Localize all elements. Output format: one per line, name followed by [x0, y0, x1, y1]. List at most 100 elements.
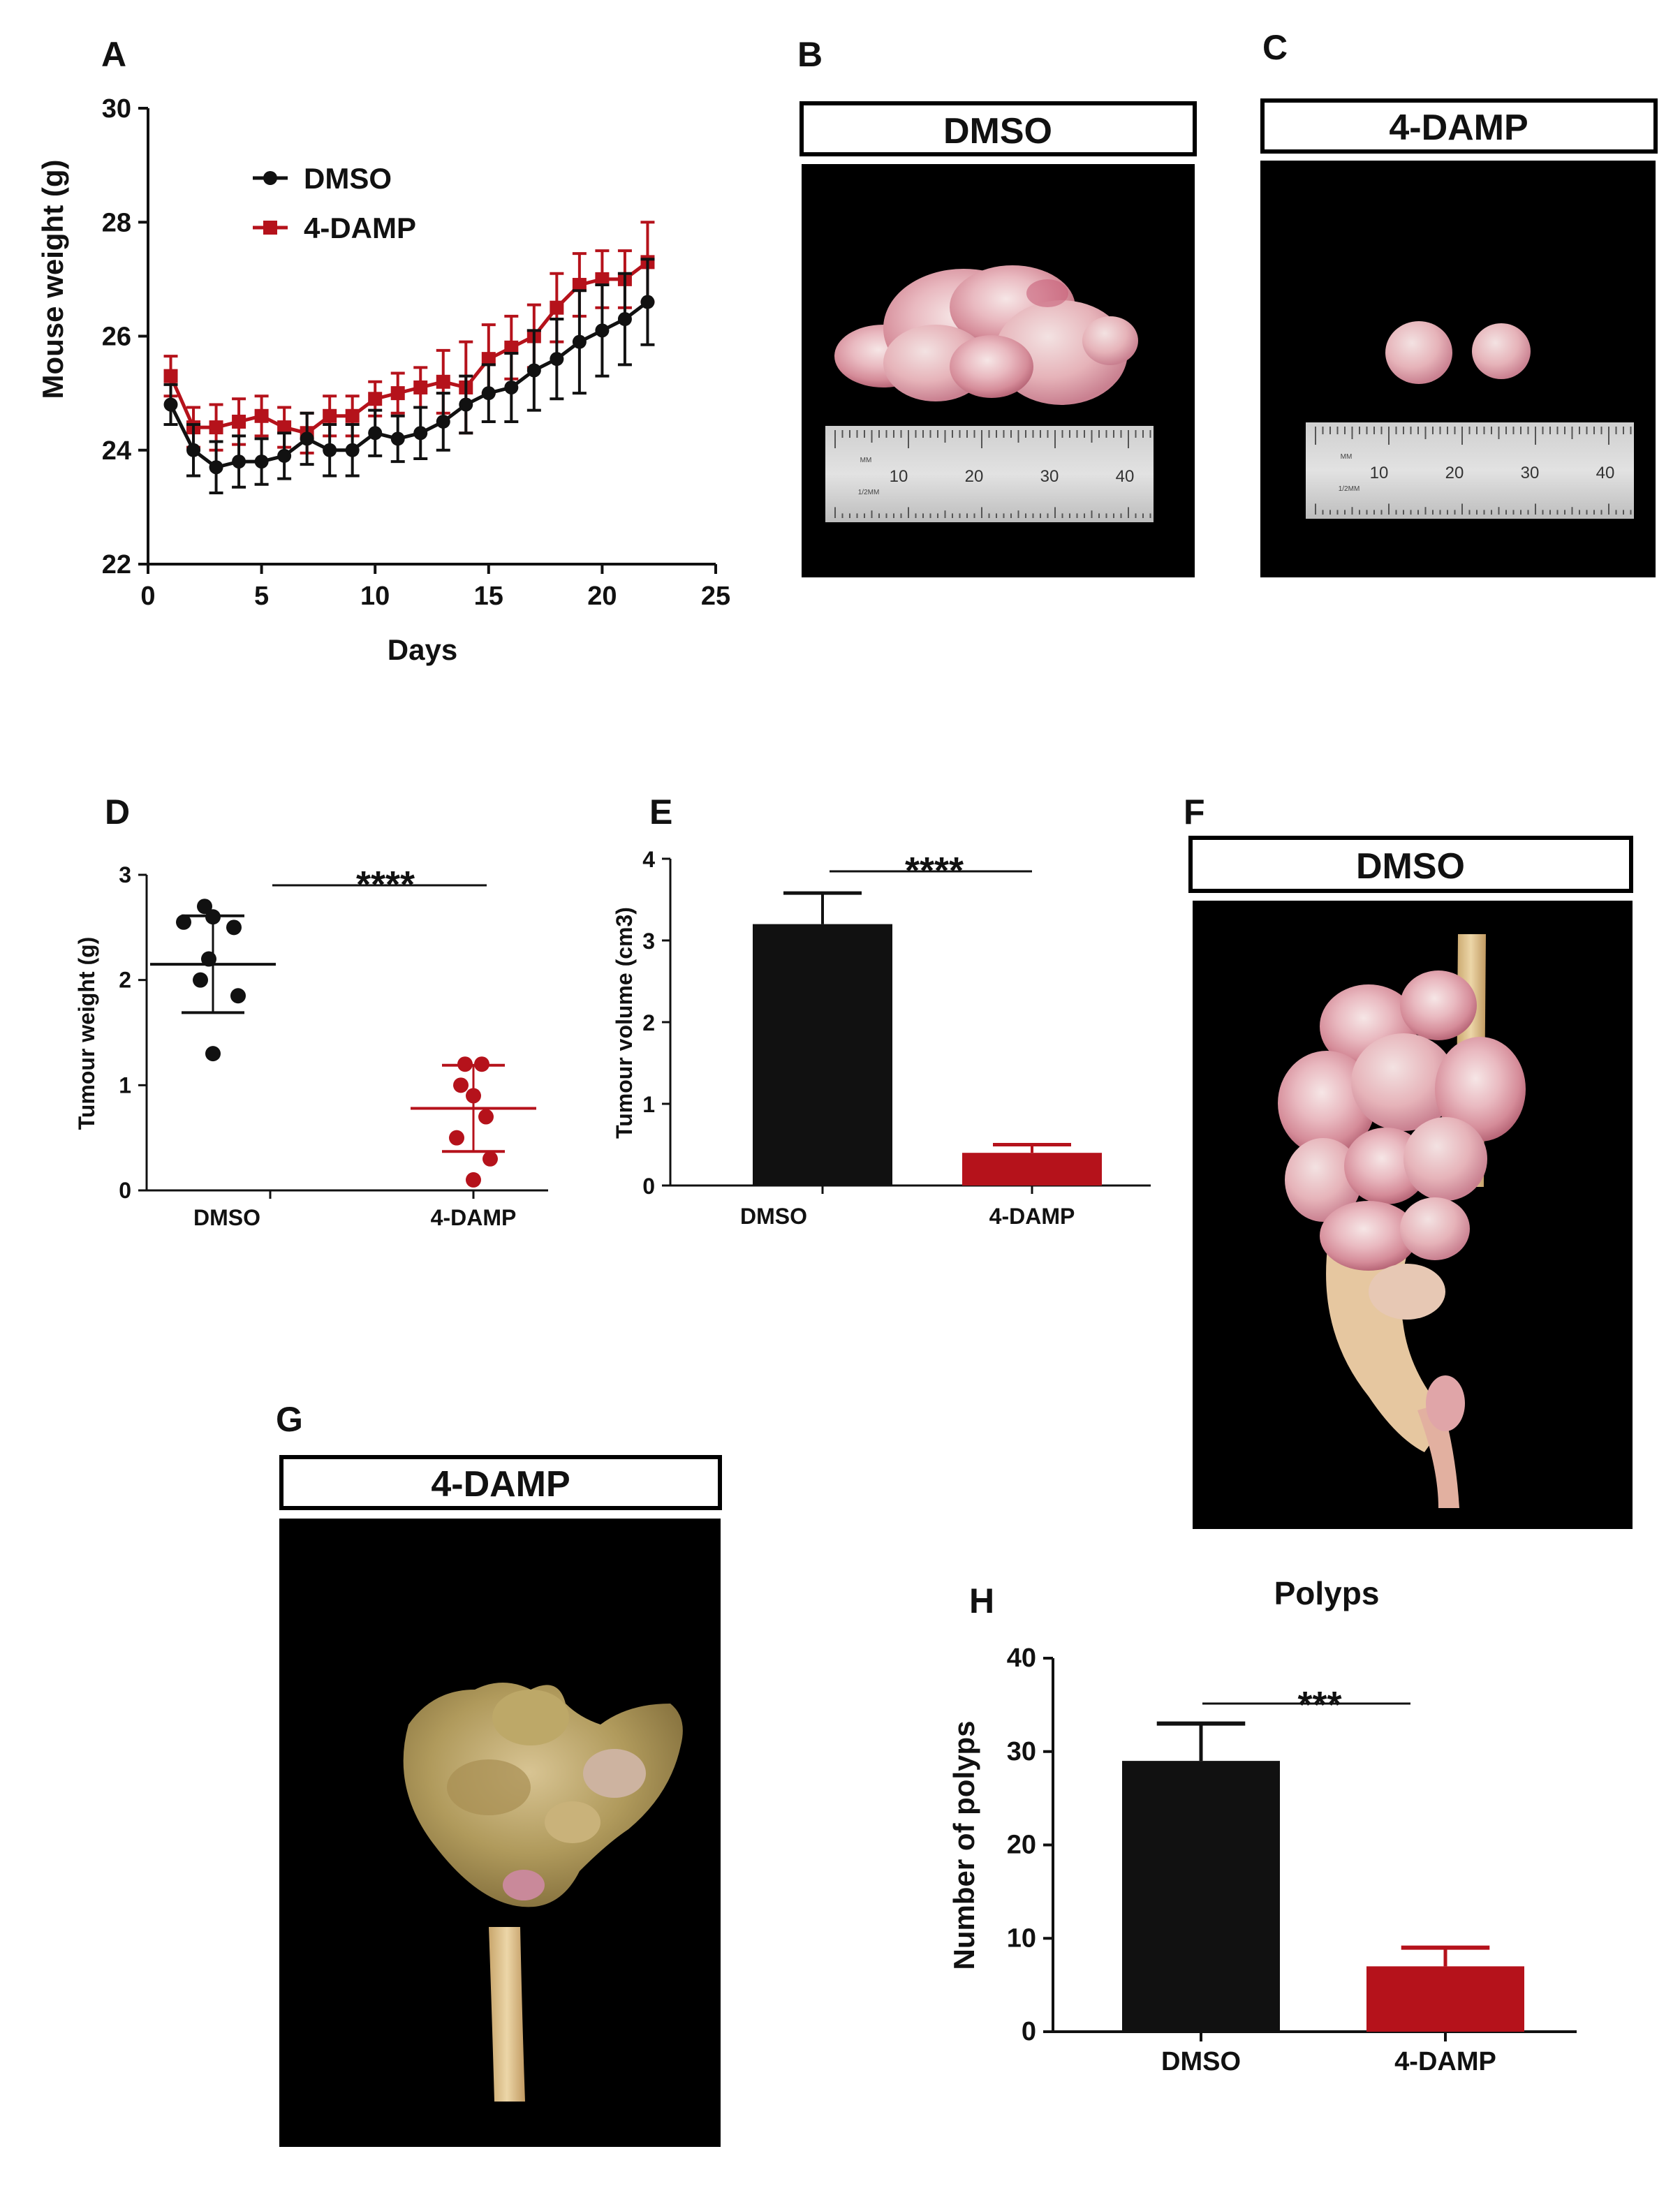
chart-e-ytick-label: 1 [642, 1092, 655, 1117]
chart-d-point-4damp [449, 1130, 464, 1146]
tumour-4damp-image [1385, 321, 1531, 384]
chart-d-xtick-label: DMSO [193, 1205, 260, 1230]
chart-a-xtick-label: 5 [254, 582, 269, 611]
ruler-mark-label: 40 [1116, 467, 1135, 486]
chart-a-xtick-label: 25 [701, 582, 730, 611]
photo-b-header: DMSO [943, 111, 1052, 152]
panel-label-f: F [1184, 792, 1205, 832]
chart-a-point-4damp [345, 408, 360, 423]
chart-a-xtick-label: 20 [587, 582, 617, 611]
chart-a-xtick-label: 15 [474, 582, 503, 611]
photo-c-4damp-tumour: 4-DAMP 10 20 30 40 MM 1/2MM [1260, 98, 1658, 577]
chart-d-ytick-label: 1 [119, 1072, 131, 1098]
chart-a-point-dmso [617, 312, 632, 327]
chart-a-point-dmso [209, 460, 223, 475]
panel-label-a: A [101, 35, 126, 74]
chart-h-ytick-label: 0 [1022, 2017, 1036, 2046]
chart-a-point-dmso [481, 386, 496, 401]
chart-a-point-dmso [232, 455, 246, 469]
chart-a-point-4damp [254, 408, 269, 423]
chart-h-ytick-label: 10 [1007, 1923, 1036, 1953]
legend-dmso-marker [263, 171, 277, 185]
chart-a-point-dmso [526, 363, 541, 378]
chart-a-point-dmso [572, 334, 587, 349]
ruler-c: 10 20 30 40 MM 1/2MM [1306, 422, 1634, 519]
chart-a-point-4damp [595, 272, 610, 286]
photo-f-header: DMSO [1356, 846, 1465, 887]
chart-e-xtick-label: 4-DAMP [989, 1204, 1075, 1229]
photo-g-4damp-colon: 4-DAMP [279, 1455, 722, 2147]
chart-a-ytick-label: 30 [102, 94, 131, 124]
panel-label-h: H [969, 1581, 994, 1620]
chart-e-ytick-label: 0 [642, 1174, 655, 1199]
chart-d-point-4damp [474, 1056, 489, 1072]
chart-a-point-dmso [300, 431, 314, 446]
chart-a-ytick-label: 24 [102, 436, 131, 466]
legend-4damp-marker [263, 221, 277, 235]
chart-e-bar-dmso [753, 924, 892, 1186]
chart-a-point-4damp [277, 420, 292, 435]
chart-a-point-dmso [186, 443, 201, 457]
chart-a-point-dmso [345, 443, 360, 457]
chart-h-sig-stars: *** [1297, 1684, 1341, 1726]
chart-d-point-4damp [478, 1109, 494, 1125]
chart-a-line-dmso [169, 300, 649, 469]
chart-h-xtick-label: 4-DAMP [1394, 2047, 1496, 2076]
chart-d-point-dmso [176, 914, 191, 930]
chart-e-tumour-volume: 0 1 2 3 4 DMSO 4-DAMP Tumour volume (cm3) ***… [612, 847, 1151, 1229]
chart-h-y-label: Number of polyps [948, 1720, 980, 1970]
panel-label-b: B [797, 35, 823, 74]
chart-h-bar-dmso [1122, 1761, 1280, 2032]
chart-e-bar-4damp [962, 1153, 1102, 1186]
chart-h-ytick-label: 20 [1007, 1831, 1036, 1860]
panel-label-d: D [105, 792, 130, 832]
ruler-mark-label: 20 [1445, 464, 1464, 482]
chart-e-xtick-label: DMSO [740, 1204, 807, 1229]
chart-h-xtick-label: DMSO [1161, 2047, 1241, 2076]
chart-a-point-4damp [390, 386, 405, 401]
chart-a-ytick-label: 22 [102, 550, 131, 579]
ruler-unit-label: MM [860, 457, 872, 464]
chart-a-point-4damp [572, 278, 587, 293]
chart-d-point-dmso [230, 988, 246, 1004]
panel-label-g: G [276, 1400, 303, 1439]
chart-d-sig-stars: **** [356, 864, 415, 906]
chart-a-xtick-label: 0 [140, 582, 155, 611]
chart-a-point-4damp [163, 369, 178, 383]
chart-a-point-dmso [277, 448, 292, 463]
chart-d-ytick-label: 3 [119, 862, 131, 887]
chart-d-point-4damp [457, 1056, 473, 1072]
chart-a-point-dmso [640, 295, 655, 309]
colon-4damp-image [403, 1683, 683, 2102]
ruler-b: 10 20 30 40 MM 1/2MM [825, 426, 1154, 522]
chart-d-point-dmso [193, 972, 208, 988]
photo-b-dmso-tumour: DMSO 10 20 30 40 MM 1/2MM [800, 101, 1197, 577]
chart-a-point-4damp [550, 300, 564, 315]
chart-e-ytick-label: 3 [642, 929, 655, 954]
chart-a-point-dmso [368, 426, 383, 441]
chart-h-ytick-label: 30 [1007, 1737, 1036, 1766]
chart-a-x-label: Days [388, 633, 457, 666]
chart-a-point-dmso [504, 380, 519, 394]
ruler-mark-label: 10 [1370, 464, 1389, 482]
ruler-mark-label: 40 [1596, 464, 1615, 482]
chart-d-tumour-weight: 0 1 2 3 DMSO 4-DAMP Tumour weight (g) **** [74, 862, 548, 1230]
panel-label-e: E [649, 792, 672, 832]
chart-a-point-dmso [459, 397, 473, 412]
chart-d-ytick-label: 2 [119, 968, 131, 993]
photo-f-dmso-colon: DMSO [1188, 836, 1633, 1529]
photo-b-header-box [800, 101, 1197, 156]
chart-d-point-4damp [466, 1172, 481, 1188]
chart-a-line-4damp [169, 260, 649, 435]
ruler-brand-label: 1/2MM [1339, 485, 1360, 493]
chart-h-ytick-label: 40 [1007, 1644, 1036, 1673]
chart-d-significance: **** [272, 864, 487, 906]
ruler-mark-label: 20 [965, 467, 984, 486]
chart-a-point-4damp [436, 374, 450, 389]
chart-a-point-4damp [481, 352, 496, 367]
chart-d-xtick-label: 4-DAMP [431, 1205, 517, 1230]
chart-a-point-dmso [550, 352, 564, 367]
chart-d-point-4damp [453, 1077, 469, 1093]
photo-c-header: 4-DAMP [1389, 108, 1528, 148]
chart-a-point-dmso [595, 323, 610, 338]
